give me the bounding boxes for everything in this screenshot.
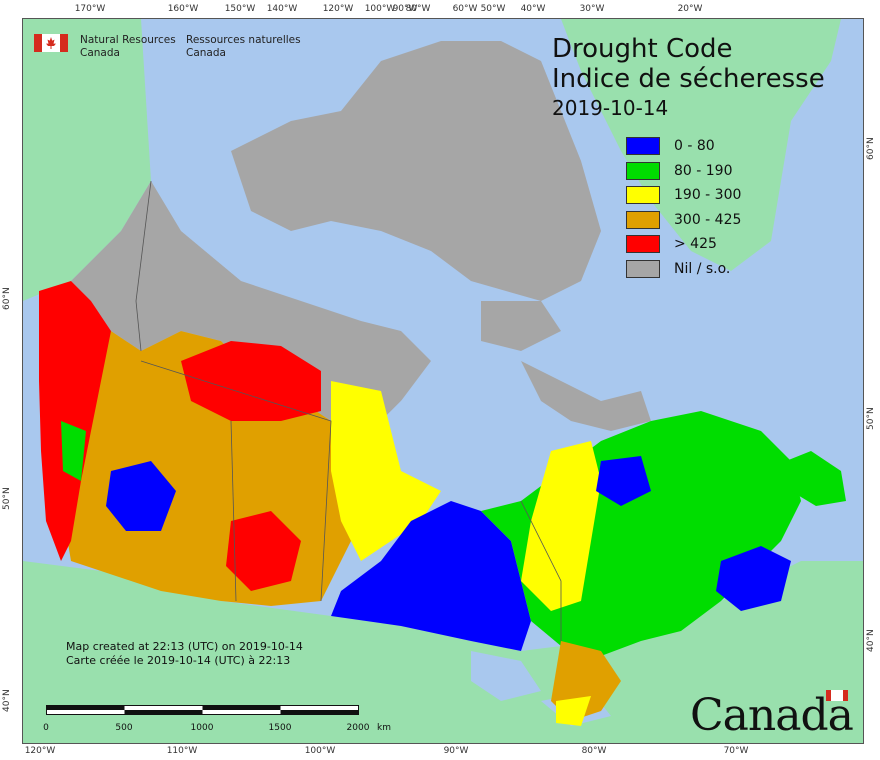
- dc-190-300-south-ontario: [556, 696, 591, 726]
- boundary-on-qc: [520, 500, 562, 641]
- graticule-label: 50°W: [480, 4, 506, 14]
- graticule-label: 40°N: [2, 689, 12, 712]
- graticule-label: 100°W: [304, 746, 336, 756]
- graticule-label: 90°W: [443, 746, 469, 756]
- scale-label: 500: [115, 723, 133, 733]
- graticule-label: 60°W: [452, 4, 478, 14]
- credit-en: Map created at 22:13 (UTC) on 2019-10-14: [66, 640, 303, 653]
- scale-label: 1000: [190, 723, 214, 733]
- title-french: Indice de sécheresse: [552, 64, 825, 94]
- graticule-label: 20°W: [677, 4, 703, 14]
- graticule-label: 170°W: [74, 4, 106, 14]
- boundary-yukon: [135, 180, 152, 352]
- agency-fr-line2: Canada: [186, 47, 226, 59]
- graticule-label: 70°W: [723, 746, 749, 756]
- graticule-label: 120°W: [322, 4, 354, 14]
- legend-label: Nil / s.o.: [674, 260, 731, 277]
- legend-item: Nil / s.o.: [626, 257, 741, 282]
- arctic-archipelago: [231, 41, 601, 301]
- legend-item: 0 - 80: [626, 134, 741, 159]
- graticule-label: 40°W: [520, 4, 546, 14]
- graticule-label: 110°W: [166, 746, 198, 756]
- dc-0-80-quebec-north: [596, 456, 651, 506]
- legend-item: > 425: [626, 232, 741, 257]
- map-title: Drought Code Indice de sécheresse 2019-1…: [552, 34, 825, 122]
- title-date: 2019-10-14: [552, 96, 669, 120]
- dc-0-80-maritimes: [716, 546, 791, 611]
- legend-swatch: [626, 259, 660, 278]
- alaska: [23, 19, 151, 301]
- map-canvas: [23, 19, 863, 743]
- dc-over-425-bc: [39, 281, 111, 561]
- canada-flag-icon: [34, 34, 68, 52]
- agency-en-line1: Natural Resources: [80, 34, 176, 46]
- agency-en-line2: Canada: [80, 47, 120, 59]
- graticule-label: 50°N: [866, 407, 876, 430]
- credit-fr: Carte créée le 2019-10-14 (UTC) à 22:13: [66, 654, 291, 667]
- dc-190-300-central: [331, 381, 441, 561]
- ungava-nodata: [521, 361, 651, 431]
- boundary-prairies: [140, 360, 332, 602]
- credits: Map created at 22:13 (UTC) on 2019-10-14…: [66, 640, 303, 668]
- boundary-ab-sk: [230, 420, 237, 602]
- wordmark-flag-icon: [826, 690, 848, 701]
- dc-over-425-prairies: [226, 511, 301, 591]
- graticule-label: 40°N: [866, 629, 876, 652]
- graticule-label: 90°W: [392, 4, 418, 14]
- northern-mainland: [71, 181, 431, 421]
- scale-bar: 0 500 1000 1500 2000 km: [43, 705, 391, 733]
- legend-label: 190 - 300: [674, 187, 742, 204]
- agency-name-fr: Ressources naturelles Canada: [186, 34, 301, 60]
- scale-label: 1500: [268, 723, 292, 733]
- graticule-label: 30°W: [579, 4, 605, 14]
- graticule-label: 50°N: [2, 487, 12, 510]
- legend-item: 80 - 190: [626, 159, 741, 184]
- legend-item: 300 - 425: [626, 208, 741, 233]
- graticule-label: 100°W: [364, 4, 396, 14]
- legend-swatch: [626, 210, 660, 229]
- graticule-label: 80°W: [405, 4, 431, 14]
- agency-name-en: Natural Resources Canada: [80, 34, 176, 60]
- graticule-label: 160°W: [167, 4, 199, 14]
- legend-swatch: [626, 137, 660, 156]
- dc-0-80-bc: [106, 461, 176, 531]
- legend-item: 190 - 300: [626, 183, 741, 208]
- graticule-label: 80°W: [581, 746, 607, 756]
- greenland: [561, 19, 841, 271]
- lake-superior: [471, 651, 541, 701]
- scale-label: 0: [43, 723, 49, 733]
- baffin-south: [481, 301, 561, 351]
- dc-over-425-nwt: [181, 341, 321, 421]
- graticule-label: 120°W: [24, 746, 56, 756]
- legend-swatch: [626, 186, 660, 205]
- legend-label: 0 - 80: [674, 138, 715, 155]
- legend: 0 - 80 80 - 190 190 - 300 300 - 425 > 425 Nil…: [626, 134, 741, 281]
- title-english: Drought Code: [552, 34, 733, 64]
- graticule-label: 60°N: [866, 137, 876, 160]
- graticule-label: 60°N: [2, 287, 12, 310]
- legend-label: 300 - 425: [674, 211, 742, 228]
- dc-0-80-ontario: [331, 501, 531, 651]
- graticule-label: 140°W: [266, 4, 298, 14]
- scale-label: 2000: [346, 723, 370, 733]
- drought-map: [22, 18, 864, 744]
- legend-swatch: [626, 235, 660, 254]
- newfoundland: [786, 451, 846, 506]
- scale-unit: km: [377, 723, 391, 733]
- united-states: [23, 561, 863, 743]
- graticule-label: 150°W: [224, 4, 256, 14]
- dc-80-190-bc: [61, 421, 86, 481]
- scale-bar-graphic: [46, 705, 359, 715]
- legend-swatch: [626, 161, 660, 180]
- dc-190-300-quebec: [521, 441, 601, 611]
- legend-label: > 425: [674, 236, 717, 253]
- legend-label: 80 - 190: [674, 162, 733, 179]
- agency-fr-line1: Ressources naturelles: [186, 34, 301, 46]
